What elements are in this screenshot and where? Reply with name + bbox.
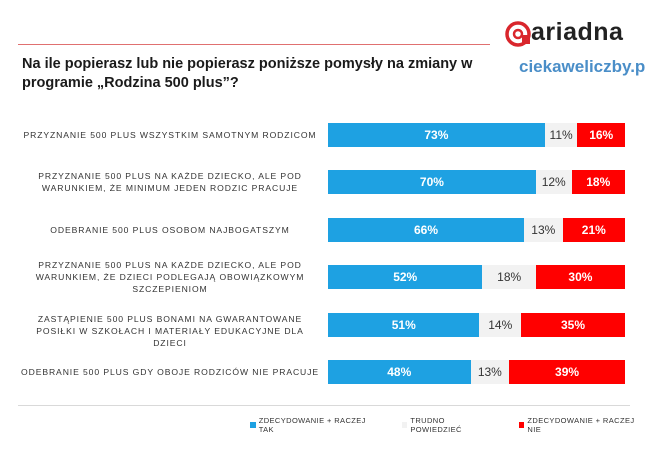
bar-segment-agree: 48% xyxy=(328,360,471,384)
data-label: 14% xyxy=(488,318,513,332)
bar-segment-disagree: 39% xyxy=(509,360,625,384)
data-label: 35% xyxy=(561,318,586,332)
bar-segment-disagree: 18% xyxy=(571,170,625,194)
bar-segment-unsure: 13% xyxy=(470,360,510,384)
data-label: 73% xyxy=(424,128,449,142)
category-label: ZASTĄPIENIE 500 PLUS BONAMI NA GWARANTOW… xyxy=(36,314,304,348)
bar-segment-disagree: 21% xyxy=(562,218,625,242)
bar-segment-unsure: 12% xyxy=(535,170,572,194)
bar-segment-agree: 66% xyxy=(328,218,525,242)
bar-segment-disagree: 30% xyxy=(535,265,625,289)
legend-item-yes: ZDECYDOWANIE + RACZEJ TAK xyxy=(250,416,378,434)
data-label: 18% xyxy=(586,175,611,189)
bar-segment-disagree: 35% xyxy=(521,313,625,337)
data-label: 39% xyxy=(555,365,580,379)
bar-segment-disagree: 16% xyxy=(577,123,625,147)
data-label: 30% xyxy=(568,270,593,284)
bar-segment-unsure: 11% xyxy=(544,123,578,147)
site-name: ciekaweliczby.pl xyxy=(519,57,645,76)
legend-item-hard: TRUDNO POWIEDZIEĆ xyxy=(401,416,495,434)
data-label: 51% xyxy=(391,318,416,332)
bar-segment-agree: 52% xyxy=(328,265,483,289)
data-label: 18% xyxy=(497,270,522,284)
data-label: 13% xyxy=(477,365,502,379)
data-label: 66% xyxy=(413,223,439,237)
title-line-1: Na ile popierasz lub nie popierasz poniż… xyxy=(22,56,473,72)
category-label: PRZYZNANIE 500 PLUS NA KAŻDE DZIECKO, AL… xyxy=(38,171,302,193)
bar-segment-agree: 51% xyxy=(328,313,480,337)
bar-segment-unsure: 18% xyxy=(482,265,536,289)
category-label: ODEBRANIE 500 PLUS OSOBOM NAJBOGATSZYM xyxy=(50,225,290,235)
category-label: PRZYZNANIE 500 PLUS NA KAŻDE DZIECKO, AL… xyxy=(35,260,305,294)
bar-segment-agree: 70% xyxy=(328,170,536,194)
header-divider xyxy=(18,44,490,45)
data-label: 48% xyxy=(387,365,412,379)
legend-label-yes: ZDECYDOWANIE + RACZEJ TAK xyxy=(258,416,366,434)
data-label: 11% xyxy=(549,128,573,142)
category-label: PRZYZNANIE 500 PLUS WSZYSTKIM SAMOTNYM R… xyxy=(23,130,317,140)
data-label: 52% xyxy=(393,270,418,284)
brand-name: ariadna xyxy=(531,18,624,46)
legend-label-hard: TRUDNO POWIEDZIEĆ xyxy=(410,416,462,434)
legend: ZDECYDOWANIE + RACZEJ TAK TRUDNO POWIEDZ… xyxy=(250,416,645,434)
legend-swatch-yes xyxy=(250,422,256,428)
legend-label-no: ZDECYDOWANIE + RACZEJ NIE xyxy=(527,416,635,434)
legend-swatch-no xyxy=(518,422,525,428)
data-label: 70% xyxy=(419,175,444,189)
data-label: 16% xyxy=(589,128,614,142)
data-label: 12% xyxy=(541,175,566,189)
ariadna-logo-icon xyxy=(505,21,531,47)
data-label: 21% xyxy=(581,223,606,237)
bar-segment-unsure: 13% xyxy=(524,218,563,242)
page-title: Na ile popierasz lub nie popierasz poniż… xyxy=(22,55,492,93)
ariadna-logo xyxy=(505,21,531,47)
title-line-2: programie „Rodzina 500 plus”? xyxy=(22,75,239,91)
legend-divider xyxy=(18,405,630,406)
data-label: 13% xyxy=(531,223,556,237)
bar-segment-agree: 73% xyxy=(328,123,545,147)
legend-swatch-hard xyxy=(401,422,408,428)
bar-segment-unsure: 14% xyxy=(479,313,522,337)
category-label: ODEBRANIE 500 PLUS GDY OBOJE RODZICÓW NI… xyxy=(21,367,319,377)
legend-item-no: ZDECYDOWANIE + RACZEJ NIE xyxy=(518,416,645,434)
